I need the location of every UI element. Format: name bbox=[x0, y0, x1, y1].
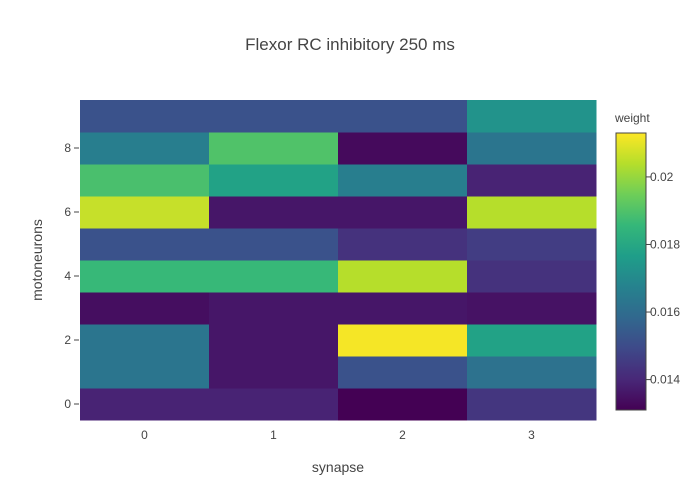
heatmap-cell bbox=[80, 356, 210, 389]
heatmap-cell bbox=[338, 388, 468, 421]
colorbar: weight 0.014 0.016 0.018 0.02 bbox=[614, 111, 680, 411]
x-tick-label: 0 bbox=[141, 428, 148, 442]
heatmap-cell bbox=[209, 164, 339, 197]
heatmap-cell bbox=[80, 164, 210, 197]
heatmap-cell bbox=[467, 228, 597, 261]
heatmap-cell bbox=[467, 196, 597, 229]
x-tick-label: 2 bbox=[399, 428, 406, 442]
heatmap-cell bbox=[467, 132, 597, 165]
heatmap-cell bbox=[80, 324, 210, 357]
heatmap-cell bbox=[467, 324, 597, 357]
y-tick-label: 8 bbox=[64, 141, 71, 155]
x-axis-ticks: 0 1 2 3 bbox=[141, 428, 535, 442]
heatmap-cell bbox=[467, 388, 597, 421]
x-tick-label: 3 bbox=[528, 428, 535, 442]
heatmap-cell bbox=[467, 260, 597, 293]
y-tick-label: 4 bbox=[64, 269, 71, 283]
heatmap-cell bbox=[338, 356, 468, 389]
heatmap-cell bbox=[467, 100, 597, 133]
heatmap-cell bbox=[80, 292, 210, 325]
heatmap-cell bbox=[209, 388, 339, 421]
heatmap-cell bbox=[338, 196, 468, 229]
heatmap-cell bbox=[467, 292, 597, 325]
colorbar-tick-label: 0.018 bbox=[650, 237, 680, 251]
y-axis-ticks: 0 2 4 6 8 bbox=[64, 141, 79, 411]
heatmap-cell bbox=[209, 228, 339, 261]
heatmap-cell bbox=[209, 260, 339, 293]
heatmap-cell bbox=[209, 292, 339, 325]
heatmap-cell bbox=[338, 132, 468, 165]
colorbar-tick-label: 0.016 bbox=[650, 305, 680, 319]
colorbar-title: weight bbox=[614, 111, 650, 125]
heatmap-cells bbox=[80, 100, 597, 421]
y-tick-label: 6 bbox=[64, 205, 71, 219]
heatmap-cell bbox=[80, 100, 210, 133]
colorbar-gradient bbox=[615, 132, 647, 411]
heatmap-cell bbox=[338, 228, 468, 261]
y-tick-label: 2 bbox=[64, 333, 71, 347]
heatmap-cell bbox=[80, 388, 210, 421]
heatmap-cell bbox=[209, 324, 339, 357]
heatmap-cell bbox=[80, 260, 210, 293]
heatmap-cell bbox=[209, 100, 339, 133]
heatmap-cell bbox=[338, 292, 468, 325]
y-tick-label: 0 bbox=[64, 397, 71, 411]
heatmap-cell bbox=[338, 260, 468, 293]
heatmap-cell bbox=[209, 132, 339, 165]
heatmap-cell bbox=[338, 100, 468, 133]
y-axis-title: motoneurons bbox=[29, 219, 45, 301]
colorbar-tick-label: 0.02 bbox=[650, 170, 674, 184]
chart-title: Flexor RC inhibitory 250 ms bbox=[245, 35, 455, 54]
x-tick-label: 1 bbox=[270, 428, 277, 442]
heatmap-cell bbox=[338, 164, 468, 197]
heatmap-cell bbox=[80, 196, 210, 229]
x-axis-title: synapse bbox=[312, 459, 364, 475]
heatmap-cell bbox=[209, 196, 339, 229]
colorbar-tick-label: 0.014 bbox=[650, 373, 680, 387]
heatmap-cell bbox=[467, 356, 597, 389]
colorbar-ticks: 0.014 0.016 0.018 0.02 bbox=[646, 170, 680, 387]
heatmap-cell bbox=[467, 164, 597, 197]
heatmap-cell bbox=[338, 324, 468, 357]
heatmap-cell bbox=[80, 228, 210, 261]
heatmap-cell bbox=[209, 356, 339, 389]
heatmap-cell bbox=[80, 132, 210, 165]
